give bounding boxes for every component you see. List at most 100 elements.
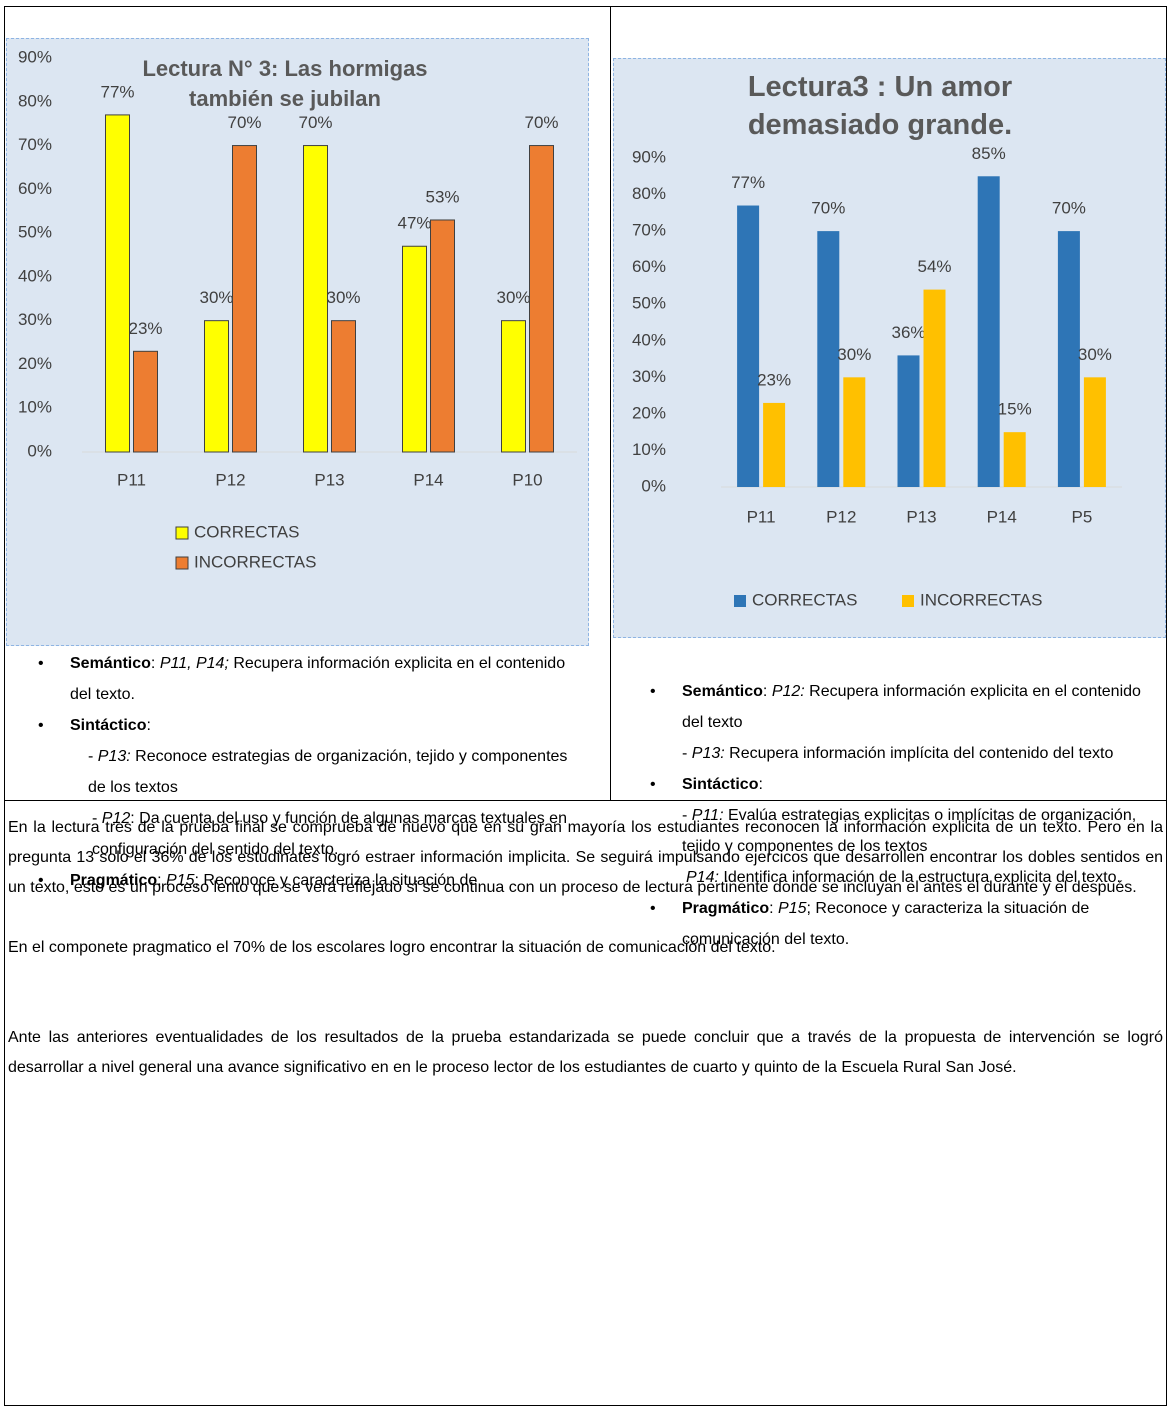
- ref: P14:: [686, 869, 719, 886]
- left-notes: Semántico: P11, P14; Recupera informació…: [38, 648, 585, 896]
- y-tick-label: 80%: [18, 91, 52, 110]
- text: : Da cuenta del uso y función de algunas…: [92, 810, 567, 858]
- text: :: [762, 683, 772, 700]
- y-tick-label: 90%: [632, 147, 666, 166]
- text: :: [758, 776, 763, 793]
- legend-swatch: [175, 556, 189, 570]
- y-tick-label: 90%: [18, 47, 52, 66]
- term: Pragmático: [682, 900, 770, 917]
- legend-label: CORRECTAS: [194, 522, 299, 541]
- legend-swatch: [734, 595, 746, 607]
- data-label: 77%: [100, 82, 134, 101]
- border: [4, 6, 1167, 7]
- bar: [204, 320, 229, 453]
- y-tick-label: 40%: [632, 330, 666, 349]
- text: ; Reconoce y caracteriza la situación de…: [682, 900, 1090, 948]
- bar: [897, 355, 920, 487]
- y-tick-label: 70%: [632, 221, 666, 240]
- border: [610, 6, 611, 801]
- bar: [133, 350, 158, 453]
- data-label: 30%: [199, 288, 233, 307]
- ref: P15: [166, 872, 195, 889]
- data-label: 85%: [972, 144, 1006, 163]
- x-tick-label: P12: [215, 470, 245, 489]
- y-tick-label: 40%: [18, 266, 52, 285]
- data-label: 30%: [837, 345, 871, 364]
- y-tick-label: 30%: [632, 367, 666, 386]
- bar: [430, 219, 455, 453]
- data-label: 15%: [998, 400, 1032, 419]
- data-label: 36%: [891, 323, 925, 342]
- legend-label: INCORRECTAS: [194, 552, 316, 571]
- data-label: 23%: [128, 319, 162, 338]
- border: [4, 6, 5, 1406]
- y-tick-label: 20%: [18, 354, 52, 373]
- bar: [232, 145, 257, 453]
- data-label: 30%: [496, 288, 530, 307]
- border: [4, 800, 1167, 801]
- y-tick-label: 50%: [18, 223, 52, 242]
- data-label: 53%: [425, 187, 459, 206]
- data-label: 54%: [917, 257, 951, 276]
- x-tick-label: P11: [117, 470, 146, 489]
- y-tick-label: 60%: [632, 257, 666, 276]
- x-tick-label: P12: [826, 507, 856, 526]
- y-tick-label: 10%: [632, 440, 666, 459]
- bar: [1003, 432, 1026, 487]
- term: Sintáctico: [682, 776, 759, 793]
- note: Sintáctico:: [38, 710, 585, 741]
- bar: [529, 145, 554, 453]
- term: Semántico: [70, 655, 151, 672]
- y-tick-label: 50%: [632, 294, 666, 313]
- x-tick-label: P14: [987, 507, 1017, 526]
- ref: P13:: [691, 745, 725, 762]
- legend-swatch: [902, 595, 914, 607]
- note: - P11: Evalúa estrategias explicitas o i…: [682, 800, 1164, 862]
- ref: P12:: [771, 683, 805, 700]
- text: Recupera información explicita en el con…: [70, 655, 566, 703]
- note: - P12: Da cuenta del uso y función de al…: [70, 803, 585, 865]
- bar: [1057, 231, 1080, 487]
- y-tick-label: 70%: [18, 135, 52, 154]
- data-label: 23%: [757, 370, 791, 389]
- chart-title: Lectura3 : Un amor demasiado grande.: [747, 71, 1013, 141]
- text: Reconoce estrategias de organización, te…: [88, 748, 568, 796]
- text: :: [146, 717, 151, 734]
- border: [1166, 6, 1167, 1406]
- text: Identifica información de la estructura …: [718, 869, 1121, 886]
- text: -: [682, 745, 692, 762]
- term: Sintáctico: [70, 717, 147, 734]
- ref: P11, P14;: [159, 655, 229, 672]
- data-label: 70%: [524, 113, 558, 132]
- data-label: 70%: [1052, 199, 1086, 218]
- y-tick-label: 0%: [27, 441, 52, 460]
- ref: P13:: [97, 748, 131, 765]
- term: Pragmático: [70, 872, 158, 889]
- note: - P13: Recupera información implícita de…: [682, 738, 1164, 769]
- data-label: 77%: [731, 173, 765, 192]
- note: Pragmático: P15; Reconoce y caracteriza …: [650, 893, 1164, 955]
- text: :: [769, 900, 779, 917]
- text: Recupera información explicita en el con…: [682, 683, 1141, 731]
- border: [4, 1405, 1167, 1406]
- bar: [1083, 377, 1106, 487]
- data-label: 70%: [811, 199, 845, 218]
- bar: [843, 377, 866, 487]
- bar: [105, 114, 130, 453]
- right-notes: Semántico: P12: Recupera información exp…: [650, 676, 1164, 955]
- y-tick-label: 0%: [641, 476, 666, 495]
- ref: P12: [101, 810, 131, 827]
- x-tick-label: P10: [512, 470, 542, 489]
- data-label: 30%: [326, 288, 360, 307]
- term: Semántico: [682, 683, 763, 700]
- legend-label: INCORRECTAS: [920, 590, 1042, 609]
- text: :: [157, 872, 167, 889]
- bar: [817, 231, 840, 487]
- note: Semántico: P12: Recupera información exp…: [650, 676, 1164, 738]
- text: :: [150, 655, 160, 672]
- y-tick-label: 20%: [632, 403, 666, 422]
- note: P14: Identifica información de la estruc…: [682, 862, 1164, 893]
- bar: [402, 245, 427, 453]
- bar: [303, 145, 328, 453]
